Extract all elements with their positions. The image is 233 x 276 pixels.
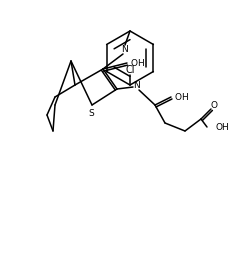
Text: O: O (210, 102, 217, 110)
Text: H: H (137, 59, 143, 68)
Text: O: O (175, 92, 182, 102)
Text: OH: OH (215, 123, 229, 131)
Text: S: S (88, 108, 94, 118)
Text: Cl: Cl (125, 65, 135, 75)
Text: H: H (181, 92, 187, 102)
Text: N: N (134, 81, 140, 89)
Text: N: N (122, 44, 128, 54)
Text: O: O (130, 59, 137, 68)
